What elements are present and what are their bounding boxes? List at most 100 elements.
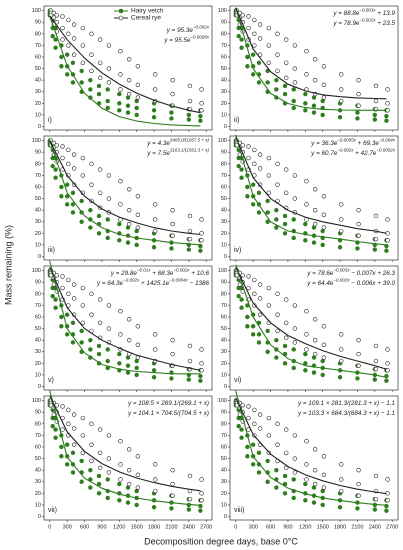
data-point — [292, 340, 298, 345]
data-point — [384, 508, 389, 513]
data-point — [265, 219, 270, 224]
equation: y = 64.4e−0.002x − 0.006x + 39.0 — [306, 278, 395, 287]
data-point — [97, 37, 103, 42]
data-point — [252, 17, 257, 23]
data-point — [59, 314, 64, 320]
y-tick-label: 30 — [35, 349, 41, 355]
x-tick-label: 1800 — [334, 524, 346, 530]
data-point — [385, 347, 390, 352]
data-point — [321, 82, 327, 88]
data-point — [135, 454, 141, 459]
data-point — [126, 77, 132, 83]
data-point — [274, 87, 279, 92]
y-tick-label: 90 — [35, 20, 41, 26]
equation-part: + 1425.1e — [139, 280, 169, 287]
legend-marker — [118, 15, 124, 21]
data-point — [134, 105, 139, 111]
data-point — [88, 485, 93, 490]
data-point — [265, 198, 270, 204]
data-point — [199, 87, 204, 92]
data-point — [66, 421, 71, 427]
data-point — [53, 435, 58, 440]
data-point — [170, 233, 175, 238]
data-point — [118, 462, 123, 467]
data-point — [126, 221, 132, 227]
y-tick-label: 100 — [218, 138, 227, 144]
data-point — [71, 166, 77, 171]
data-point — [250, 462, 256, 467]
data-point — [198, 118, 203, 123]
panel-frame — [43, 395, 213, 521]
data-point — [239, 167, 244, 172]
data-point — [282, 221, 288, 227]
y-tick-label: 60 — [35, 54, 41, 60]
equation-part: −0.01x — [137, 268, 151, 273]
data-point — [312, 447, 318, 452]
data-point — [311, 103, 317, 108]
data-point — [320, 112, 325, 118]
data-point — [245, 64, 250, 69]
data-point — [265, 458, 270, 464]
data-point — [105, 495, 110, 501]
data-point — [246, 155, 251, 161]
data-point — [240, 13, 245, 18]
data-point — [135, 485, 141, 490]
data-point — [48, 403, 54, 408]
data-point — [169, 506, 174, 511]
equation-part: + 23.5 — [376, 20, 396, 27]
data-point — [187, 98, 193, 104]
data-point — [199, 108, 204, 113]
data-point — [187, 496, 193, 502]
data-point — [64, 182, 70, 187]
data-point — [151, 505, 157, 510]
data-point — [70, 60, 76, 65]
y-tick-label: 100 — [218, 8, 227, 14]
data-point — [274, 77, 279, 83]
y-tick-label: 0 — [224, 254, 227, 260]
data-point — [153, 87, 158, 92]
data-point — [256, 210, 262, 215]
data-point — [66, 43, 71, 48]
data-point — [96, 491, 102, 496]
data-point — [60, 404, 65, 409]
data-point — [292, 196, 298, 201]
data-point — [153, 347, 158, 352]
data-point — [237, 282, 243, 287]
data-point — [373, 358, 379, 364]
data-point — [385, 238, 390, 243]
data-point — [199, 477, 204, 482]
data-point — [70, 190, 76, 195]
data-point — [105, 477, 110, 482]
y-tick-label: 20 — [35, 231, 41, 237]
data-point — [53, 37, 58, 42]
equation: y = 64.3e−0.002x + 1425.1e−0.0004x − 138… — [96, 278, 210, 287]
data-point — [126, 337, 132, 343]
data-point — [311, 240, 317, 245]
equation-part: y = 60.7e — [310, 150, 338, 157]
data-point — [88, 87, 93, 92]
data-point — [105, 98, 110, 104]
data-point — [126, 467, 132, 473]
equation-part: −0.0005x — [337, 138, 356, 143]
fit-curve — [235, 134, 387, 246]
y-tick-label: 30 — [221, 349, 227, 355]
y-tick-label: 100 — [218, 398, 227, 404]
data-point — [275, 442, 280, 447]
y-tick-label: 80 — [35, 291, 41, 297]
data-point — [303, 238, 308, 243]
y-tick-label: 100 — [32, 8, 41, 14]
data-point — [372, 117, 378, 122]
data-point — [274, 217, 279, 222]
data-point — [117, 221, 122, 227]
data-point — [373, 473, 379, 479]
y-tick-label: 100 — [32, 398, 41, 404]
data-point — [266, 25, 272, 31]
data-point — [321, 212, 327, 218]
data-point — [257, 426, 263, 431]
equation-part: y = 64.4e — [306, 280, 334, 287]
data-point — [199, 101, 204, 106]
data-point — [292, 66, 298, 71]
data-point — [246, 14, 251, 19]
data-point — [252, 421, 257, 427]
data-point — [79, 198, 84, 204]
